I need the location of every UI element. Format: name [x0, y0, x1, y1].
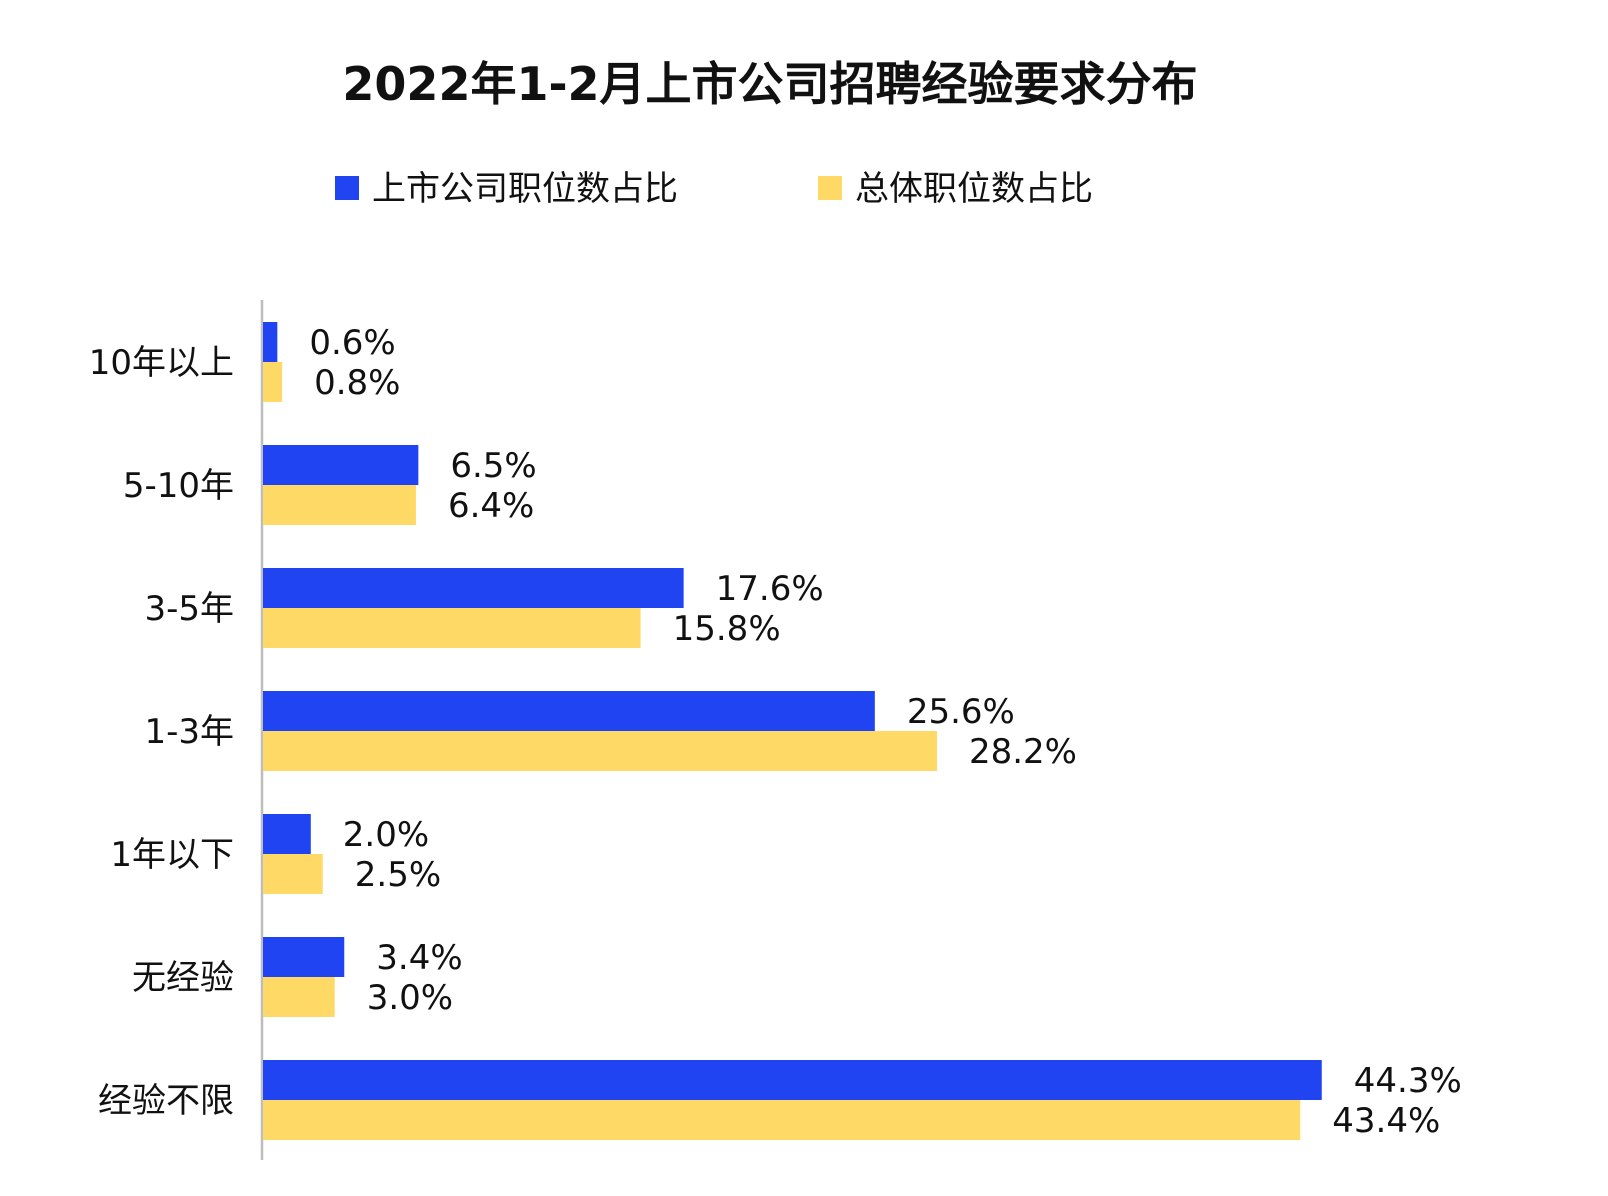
data-label-overall: 15.8%	[673, 609, 781, 649]
legend-label-listed-companies: 上市公司职位数占比	[372, 169, 678, 209]
bar-overall	[263, 608, 641, 648]
bar-listed-companies	[263, 568, 684, 608]
bar-overall	[263, 977, 335, 1017]
legend-swatch-listed-companies	[335, 176, 359, 200]
data-label-listed-companies: 3.4%	[376, 938, 462, 978]
category-label: 1年以下	[110, 835, 234, 875]
data-label-listed-companies: 44.3%	[1354, 1061, 1462, 1101]
bar-overall	[263, 485, 416, 525]
bar-listed-companies	[263, 691, 875, 731]
data-label-overall: 43.4%	[1332, 1101, 1440, 1141]
bar-listed-companies	[263, 322, 278, 362]
data-label-listed-companies: 6.5%	[450, 446, 536, 486]
legend-label-overall: 总体职位数占比	[855, 169, 1093, 209]
category-label: 经验不限	[98, 1081, 234, 1121]
bar-listed-companies	[263, 937, 345, 977]
bar-overall	[263, 1100, 1301, 1140]
category-label: 10年以上	[89, 343, 234, 383]
bar-overall	[263, 362, 283, 402]
category-label: 5-10年	[123, 466, 234, 506]
bar-overall	[263, 854, 323, 894]
data-label-overall: 3.0%	[367, 978, 453, 1018]
chart-title: 2022年1-2月上市公司招聘经验要求分布	[342, 57, 1197, 111]
data-label-listed-companies: 0.6%	[309, 323, 395, 363]
data-label-overall: 6.4%	[448, 486, 534, 526]
bar-overall	[263, 731, 937, 771]
data-label-listed-companies: 2.0%	[343, 815, 429, 855]
plot-area: 10年以上 0.6%0.8% 5-10年 6.5%6.4% 3-5年 17.6%15.8%…	[89, 300, 1462, 1160]
legend-swatch-overall	[818, 176, 842, 200]
legend: 上市公司职位数占比 总体职位数占比	[335, 169, 1093, 209]
bar-listed-companies	[263, 1060, 1322, 1100]
data-label-overall: 0.8%	[314, 363, 400, 403]
bar-listed-companies	[263, 445, 419, 485]
category-label: 无经验	[132, 958, 234, 998]
category-label: 3-5年	[144, 589, 234, 629]
data-label-overall: 28.2%	[969, 732, 1077, 772]
data-label-listed-companies: 25.6%	[907, 692, 1015, 732]
data-label-overall: 2.5%	[355, 855, 441, 895]
bar-listed-companies	[263, 814, 311, 854]
category-label: 1-3年	[144, 712, 234, 752]
data-label-listed-companies: 17.6%	[716, 569, 824, 609]
